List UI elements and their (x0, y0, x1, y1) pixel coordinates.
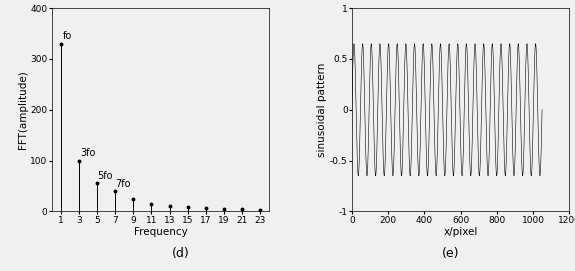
Text: (e): (e) (442, 247, 459, 260)
Text: (d): (d) (172, 247, 190, 260)
Text: 5fo: 5fo (97, 171, 113, 181)
Text: fo: fo (63, 31, 72, 41)
X-axis label: x/pixel: x/pixel (443, 227, 478, 237)
Y-axis label: sinusoidal pattern: sinusoidal pattern (317, 63, 327, 157)
Y-axis label: FFT(amplitude): FFT(amplitude) (18, 70, 28, 149)
Text: 7fo: 7fo (115, 179, 131, 189)
X-axis label: Frequency: Frequency (133, 227, 187, 237)
Text: 3fo: 3fo (81, 148, 96, 158)
